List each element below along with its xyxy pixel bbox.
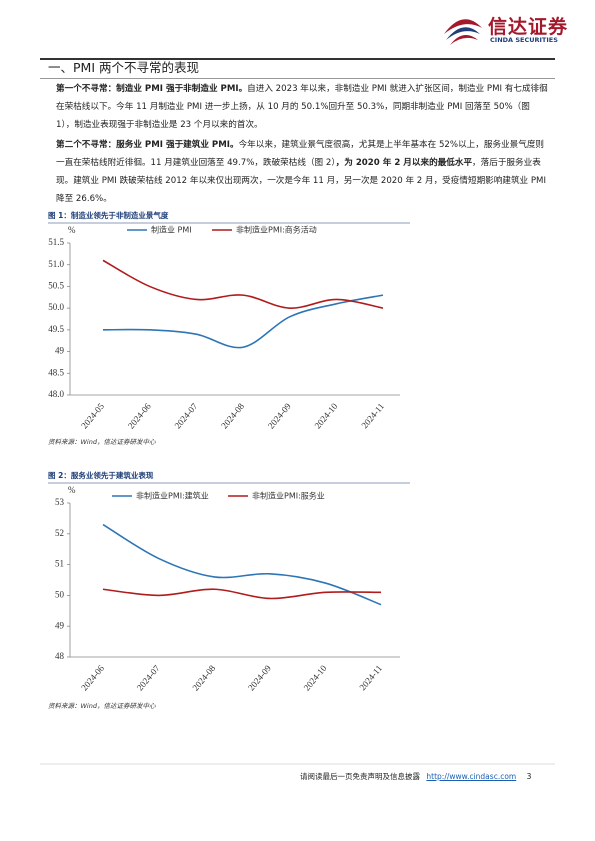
page-number: 3 [526,772,532,781]
section-rule [40,78,555,79]
logo-subtext: CINDA SECURITIES [490,36,558,44]
y-tick-label: 48.5 [48,367,64,377]
y-tick-label: 50 [55,589,65,599]
text-run: ，为 2020 年 2 月以来的最低水平 [335,158,473,168]
y-tick-label: 51.5 [48,237,64,247]
y-unit: % [68,225,76,235]
y-tick-label: 49 [55,620,65,630]
text-run: ，落后于服务业表现。建筑业 PMI 跌破荣枯线 2012 年以来仅出现两次，一次… [56,158,546,204]
x-tick-label: 2024-07 [173,401,200,431]
text-run: 第二个不寻常：服务业 PMI 强于建筑业 PMI。 [56,140,239,150]
text-run: 今年以来，建筑业景气度很高，尤其是上半年基本在 52%以上，服务业景气度则一直在… [56,140,545,168]
footer-notice: 请阅读最后一页免责声明及信息披露 [300,772,420,781]
y-tick-label: 50.5 [48,280,64,290]
line-series [102,523,382,606]
x-tick-label: 2024-11 [357,663,384,692]
x-tick-label: 2024-06 [126,401,153,431]
logo-icon [444,19,482,45]
chart-title: 图 1：制造业领先于非制造业景气度 [48,210,169,220]
y-tick-label: 52 [55,528,64,538]
x-tick-label: 2024-09 [266,401,293,431]
x-tick-label: 2024-08 [219,401,246,431]
legend-label: 非制造业PMI:商务活动 [236,225,317,235]
line-series [102,588,382,600]
logo-text: 信达证券 [488,16,569,38]
section-title: 一、PMI 两个不寻常的表现 [48,60,199,75]
x-tick-label: 2024-05 [79,401,106,431]
x-tick-label: 2024-10 [302,663,329,693]
source-note: 资料来源：Wind，信达证券研发中心 [48,438,156,446]
text-run: 第一个不寻常：制造业 PMI 强于非制造业 PMI。 [56,84,248,94]
x-tick-label: 2024-09 [246,663,273,693]
paragraph: 第一个不寻常：制造业 PMI 强于非制造业 PMI。自进入 2023 年以来，非… [56,80,550,134]
x-tick-label: 2024-11 [359,401,386,430]
footer-url[interactable]: http://www.cindasc.com [426,772,517,781]
y-tick-label: 50.0 [48,302,64,312]
y-tick-label: 48.0 [48,389,64,399]
source-note: 资料来源：Wind，信达证券研发中心 [48,702,156,710]
y-tick-label: 49.5 [48,324,64,334]
line-series [102,259,384,309]
chart-title: 图 2：服务业领先于建筑业表现 [48,470,154,480]
footer: 请阅读最后一页免责声明及信息披露 http://www.cindasc.com … [300,771,531,782]
y-tick-label: 51.0 [48,259,64,269]
y-tick-label: 49 [55,346,65,356]
line-series [102,294,384,349]
text-run: 自进入 2023 年以来，非制造业 PMI 就进入扩张区间，制造业 PMI 有七… [56,84,548,130]
header-rule [40,58,555,60]
legend-label: 非制造业PMI:建筑业 [136,491,209,501]
x-tick-label: 2024-06 [79,663,106,693]
legend-label: 非制造业PMI:服务业 [252,491,325,501]
y-tick-label: 51 [55,559,64,569]
x-tick-label: 2024-10 [313,401,340,431]
y-tick-label: 53 [55,497,65,507]
legend-label: 制造业 PMI [151,225,192,235]
x-tick-label: 2024-08 [190,663,217,693]
paragraph: 第二个不寻常：服务业 PMI 强于建筑业 PMI。今年以来，建筑业景气度很高，尤… [56,136,550,208]
y-unit: % [68,485,76,495]
x-tick-label: 2024-07 [135,663,162,693]
y-tick-label: 48 [55,651,65,661]
